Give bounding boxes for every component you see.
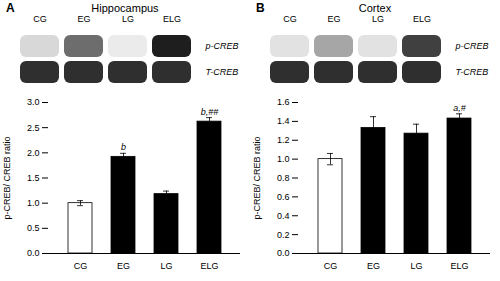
svg-text:EG: EG xyxy=(117,261,130,271)
svg-text:LG: LG xyxy=(160,261,172,271)
svg-text:2.0: 2.0 xyxy=(27,148,40,158)
svg-text:LG: LG xyxy=(410,261,422,271)
html-text:Hippocampus: Hippocampus xyxy=(91,2,159,14)
html-text:Cortex: Cortex xyxy=(358,2,392,14)
svg-text:a,#: a,# xyxy=(453,103,467,113)
svg-text:ELG: ELG xyxy=(413,16,431,24)
svg-text:0.4: 0.4 xyxy=(277,211,290,221)
svg-text:b: b xyxy=(121,142,126,152)
svg-text:ELG: ELG xyxy=(450,261,468,271)
svg-text:0.2: 0.2 xyxy=(277,230,290,240)
svg-text:p-CREB: p-CREB xyxy=(455,41,489,51)
svg-text:CG: CG xyxy=(324,261,338,271)
svg-text:EG: EG xyxy=(327,16,340,24)
svg-text:0.6: 0.6 xyxy=(277,192,290,202)
svg-text:0.5: 0.5 xyxy=(27,223,40,233)
svg-text:0.0: 0.0 xyxy=(27,248,40,258)
svg-text:1.5: 1.5 xyxy=(27,173,40,183)
html-text:A: A xyxy=(6,1,15,15)
svg-text:1.0: 1.0 xyxy=(277,154,290,164)
svg-text:ELG: ELG xyxy=(163,16,181,24)
svg-text:p-CREB: p-CREB xyxy=(205,41,239,51)
svg-text:1.0: 1.0 xyxy=(27,198,40,208)
svg-text:1.6: 1.6 xyxy=(277,97,290,107)
svg-text:EG: EG xyxy=(367,261,380,271)
svg-text:T-CREB: T-CREB xyxy=(456,67,489,77)
svg-text:T-CREB: T-CREB xyxy=(206,67,239,77)
html-text:B: B xyxy=(256,1,265,15)
svg-text:2.5: 2.5 xyxy=(27,123,40,133)
svg-text:1.4: 1.4 xyxy=(277,116,290,126)
svg-text:0.8: 0.8 xyxy=(277,173,290,183)
svg-text:1.2: 1.2 xyxy=(277,135,290,145)
svg-text:p-CREB/ CREB ratio: p-CREB/ CREB ratio xyxy=(2,136,12,219)
svg-text:LG: LG xyxy=(372,16,384,24)
svg-text:3.0: 3.0 xyxy=(27,97,40,107)
svg-text:CG: CG xyxy=(74,261,88,271)
svg-text:p-CREB/ CREB ratio: p-CREB/ CREB ratio xyxy=(252,136,262,219)
svg-text:ELG: ELG xyxy=(200,261,218,271)
svg-text:EG: EG xyxy=(77,16,90,24)
svg-text:LG: LG xyxy=(122,16,134,24)
svg-text:CG: CG xyxy=(283,16,297,24)
svg-text:CG: CG xyxy=(33,16,47,24)
svg-text:0.0: 0.0 xyxy=(277,248,290,258)
svg-text:b,##: b,## xyxy=(201,107,220,117)
